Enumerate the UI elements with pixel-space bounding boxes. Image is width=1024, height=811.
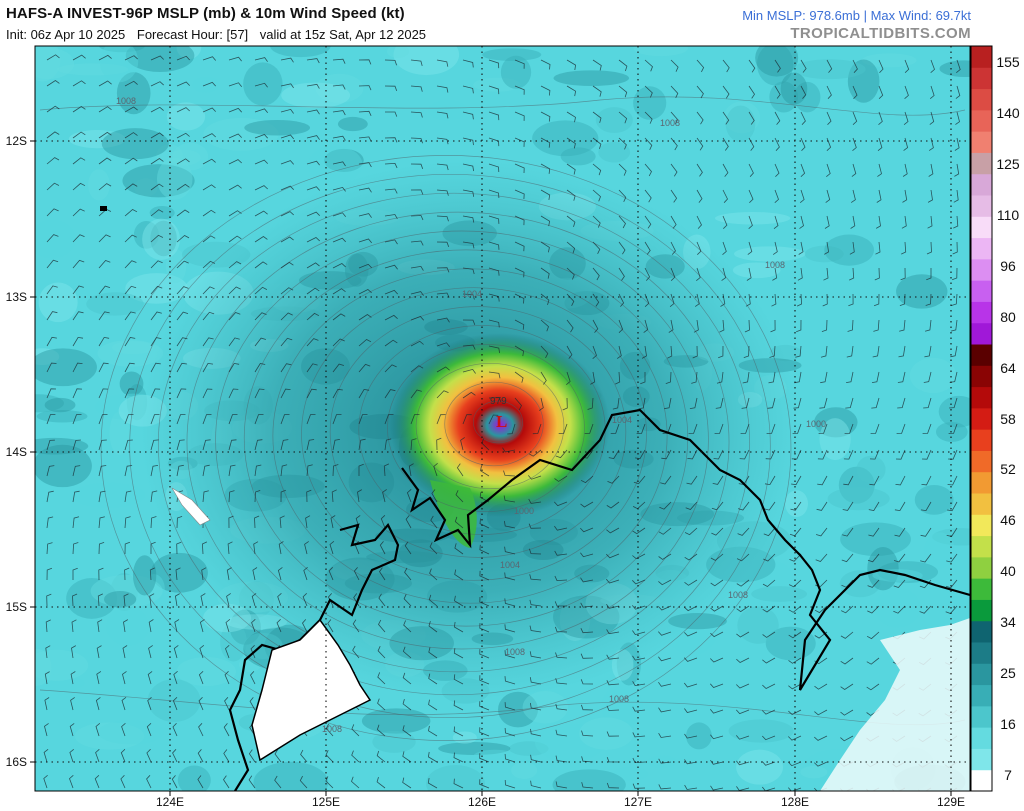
- colorbar-segment: [971, 237, 992, 260]
- isobar-label: 1008: [505, 647, 525, 657]
- colorbar-segment: [971, 705, 992, 728]
- island-tiny: [100, 206, 107, 211]
- isobar-labels: 1008 1008 1008 1004 1004 1000 1000 1004 1008 1008…: [116, 96, 826, 734]
- forecast-hour: Forecast Hour: [57]: [136, 27, 249, 42]
- lat-tick-label: 14S: [6, 445, 27, 459]
- colorbar-segment: [971, 642, 992, 664]
- isobar-label: 1008: [728, 590, 748, 600]
- lon-tick-label: 128E: [781, 795, 809, 809]
- colorbar-segment: [971, 578, 992, 600]
- colorbar-segment: [971, 514, 992, 537]
- colorbar-segment: [971, 471, 992, 494]
- min-pressure-label: 979: [490, 396, 507, 407]
- isobar-label: 1008: [609, 694, 629, 704]
- lon-tick-label: 124E: [156, 795, 184, 809]
- wind-speed-colorbar: [971, 46, 992, 792]
- colorbar-segment: [971, 280, 992, 302]
- isobar-label: 1000: [806, 419, 826, 429]
- colorbar-segment: [971, 493, 992, 515]
- storm-stats: Min MSLP: 978.6mb | Max Wind: 69.7kt: [742, 8, 971, 23]
- valid-time: valid at 15z Sat, Apr 12 2025: [259, 27, 427, 42]
- colorbar-segment: [971, 195, 992, 217]
- colorbar-segment: [971, 748, 992, 771]
- colorbar-segment: [971, 67, 992, 90]
- colorbar-segment: [971, 216, 992, 239]
- colorbar-label: 140: [996, 105, 1020, 121]
- colorbar-segment: [971, 46, 992, 68]
- isobar-label: 1004: [500, 560, 520, 570]
- init-time: Init: 06z Apr 10 2025: [6, 27, 126, 42]
- colorbar-segment: [971, 556, 992, 579]
- colorbar-segment: [971, 684, 992, 707]
- colorbar-label: 125: [996, 156, 1020, 172]
- isobar-label: 1008: [322, 724, 342, 734]
- isobar-label: 1008: [116, 96, 136, 106]
- axis-ticks: 12S 13S 14S 15S 16S 124E 125E 126E 127E 128E 129E: [6, 134, 965, 809]
- colorbar-labels: 155 140 125 110 96 80 64 58 52 46 40 34 25 16 7: [996, 54, 1020, 783]
- colorbar-label: 25: [1000, 665, 1016, 681]
- island-small: [171, 487, 211, 526]
- colorbar-segment: [971, 109, 992, 132]
- colorbar-segment: [971, 173, 992, 196]
- colorbar-segment: [971, 727, 992, 749]
- isobar-label: 1008: [660, 118, 680, 128]
- low-center-marker: L: [496, 412, 507, 431]
- map-subtitle: Init: 06z Apr 10 2025 Forecast Hour: [57…: [6, 27, 434, 42]
- colorbar-segment: [971, 663, 992, 686]
- colorbar-label: 96: [1000, 258, 1016, 274]
- colorbar-segment: [971, 769, 992, 792]
- lat-tick-label: 12S: [6, 134, 27, 148]
- isobar-label: 1008: [765, 260, 785, 270]
- colorbar-label: 16: [1000, 716, 1016, 732]
- coastline-west: [228, 523, 400, 791]
- colorbar-segment: [971, 620, 992, 643]
- colorbar-frame: [970, 45, 993, 792]
- land-mass-southwest: [251, 618, 372, 762]
- colorbar-segment: [971, 131, 992, 153]
- colorbar-segment: [971, 88, 992, 111]
- lon-tick-label: 126E: [468, 795, 496, 809]
- isobar-label: 1004: [462, 289, 482, 299]
- colorbar-label: 46: [1000, 512, 1016, 528]
- plot-frame: [34, 45, 971, 792]
- colorbar-label: 7: [1004, 767, 1012, 783]
- colorbar-label: 155: [996, 54, 1020, 70]
- colorbar-label: 40: [1000, 563, 1016, 579]
- isobar-label: 1004: [612, 415, 632, 425]
- lon-tick-label: 129E: [937, 795, 965, 809]
- colorbar-segment: [971, 365, 992, 388]
- lat-lon-grid: [35, 46, 970, 791]
- colorbar-segment: [971, 322, 992, 345]
- colorbar-label: 64: [1000, 360, 1016, 376]
- colorbar-segment: [971, 429, 992, 451]
- colorbar-label: 110: [997, 207, 1020, 223]
- colorbar-segment: [971, 386, 992, 409]
- land-mass-southeast: [820, 618, 970, 791]
- colorbar-label: 80: [1000, 309, 1016, 325]
- lat-tick-label: 16S: [6, 755, 27, 769]
- isobar-label: 1000: [514, 506, 534, 516]
- lon-tick-label: 125E: [312, 795, 340, 809]
- colorbar-segment: [971, 344, 992, 366]
- colorbar-label: 58: [1000, 411, 1016, 427]
- colorbar-segment: [971, 535, 992, 558]
- site-brand: TROPICALTIDBITS.COM: [790, 25, 971, 42]
- colorbar-segment: [971, 599, 992, 622]
- coastline-kimberley: [401, 408, 970, 691]
- lat-tick-label: 13S: [6, 290, 27, 304]
- colorbar-segment: [971, 301, 992, 324]
- colorbar-segment: [971, 450, 992, 473]
- colorbar-label: 52: [1000, 461, 1016, 477]
- lon-tick-label: 127E: [624, 795, 652, 809]
- lat-tick-label: 15S: [6, 600, 27, 614]
- storm-wind-core: [390, 333, 610, 517]
- map-title: HAFS-A INVEST-96P MSLP (mb) & 10m Wind S…: [6, 5, 405, 22]
- isobar-lines: [39, 96, 966, 741]
- colorbar-segment: [971, 152, 992, 175]
- colorbar-label: 34: [1000, 614, 1016, 630]
- colorbar-segment: [971, 407, 992, 430]
- colorbar-segment: [971, 258, 992, 281]
- storm-tail-southwest: [430, 480, 477, 548]
